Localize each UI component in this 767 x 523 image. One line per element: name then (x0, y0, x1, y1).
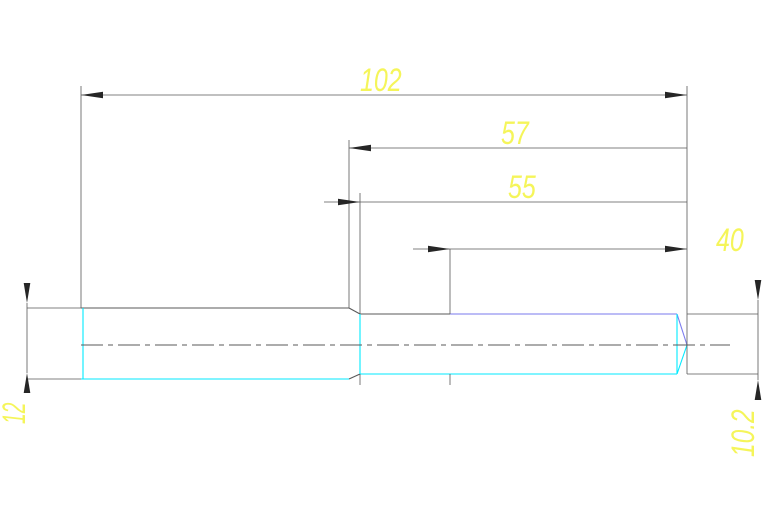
svg-text:57: 57 (501, 116, 530, 152)
svg-text:102: 102 (360, 63, 402, 99)
svg-text:12: 12 (0, 402, 32, 424)
svg-text:10.2: 10.2 (726, 409, 762, 457)
svg-text:40: 40 (716, 223, 744, 259)
svg-text:55: 55 (508, 170, 537, 206)
